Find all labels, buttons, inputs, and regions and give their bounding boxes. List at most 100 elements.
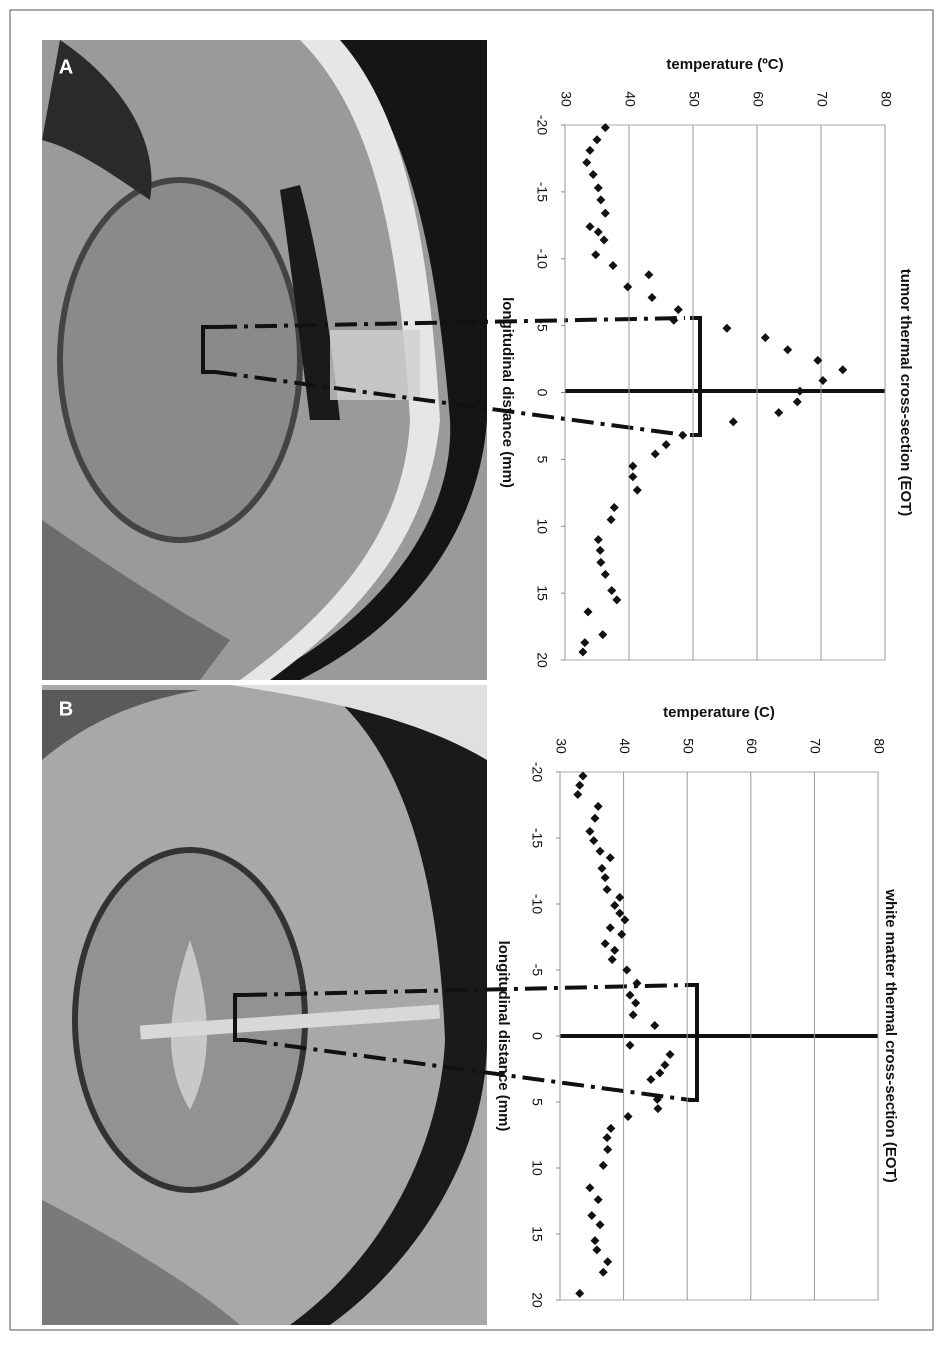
data-point <box>599 1268 608 1277</box>
data-point <box>633 486 642 495</box>
data-point <box>631 999 640 1008</box>
data-point <box>617 930 626 939</box>
temperature-tick-label: 60 <box>744 738 760 754</box>
temperature-tick-label: 40 <box>622 91 638 107</box>
data-point <box>603 1257 612 1266</box>
data-point <box>674 305 683 314</box>
data-point <box>594 183 603 192</box>
figure: 304050607080-20-15-10-505101520tumor the… <box>0 0 943 1350</box>
data-point <box>651 450 660 459</box>
temperature-tick-label: 60 <box>750 91 766 107</box>
data-point <box>596 847 605 856</box>
data-point <box>722 324 731 333</box>
data-point <box>660 1061 669 1070</box>
data-point <box>589 836 598 845</box>
data-point <box>573 790 582 799</box>
distance-tick-label: -10 <box>529 894 545 914</box>
data-point <box>601 570 610 579</box>
distance-tick-label: 10 <box>534 518 550 534</box>
data-point <box>580 638 589 647</box>
data-point <box>598 630 607 639</box>
distance-tick-label: -15 <box>534 182 550 202</box>
data-point <box>594 535 603 544</box>
data-point <box>761 333 770 342</box>
data-point <box>585 827 594 836</box>
data-point <box>783 345 792 354</box>
data-point <box>606 1124 615 1133</box>
temperature-tick-label: 50 <box>680 738 696 754</box>
temperature-tick-label: 30 <box>553 738 569 754</box>
data-point <box>597 864 606 873</box>
distance-tick-label: 5 <box>534 455 550 463</box>
data-point <box>603 1133 612 1142</box>
data-point <box>599 1161 608 1170</box>
data-point <box>607 586 616 595</box>
data-point <box>774 408 783 417</box>
data-point <box>582 158 591 167</box>
data-point <box>666 1050 675 1059</box>
data-point <box>609 261 618 270</box>
temperature-tick-label: 80 <box>871 738 887 754</box>
data-point <box>601 939 610 948</box>
distance-tick-label: -15 <box>529 828 545 848</box>
data-point <box>594 228 603 237</box>
data-point <box>575 781 584 790</box>
data-point <box>578 647 587 656</box>
distance-tick-label: -20 <box>534 115 550 135</box>
temperature-tick-label: 70 <box>808 738 824 754</box>
distance-tick-label: -5 <box>534 319 550 332</box>
data-point <box>628 472 637 481</box>
data-point <box>610 503 619 512</box>
data-point <box>610 901 619 910</box>
distance-tick-label: -5 <box>529 964 545 977</box>
data-point <box>584 607 593 616</box>
panel-label: A <box>59 56 73 78</box>
data-point <box>575 1289 584 1298</box>
data-point <box>608 955 617 964</box>
data-point <box>585 146 594 155</box>
distance-tick-label: -20 <box>529 762 545 782</box>
data-point <box>601 209 610 218</box>
data-point <box>655 1068 664 1077</box>
data-point <box>596 1220 605 1229</box>
distance-tick-label: 20 <box>529 1292 545 1308</box>
data-point <box>603 885 612 894</box>
data-point <box>650 1021 659 1030</box>
data-point <box>594 802 603 811</box>
data-point <box>578 771 587 780</box>
data-point <box>585 1183 594 1192</box>
distance-tick-label: 10 <box>529 1160 545 1176</box>
data-point <box>628 462 637 471</box>
data-point <box>625 1041 634 1050</box>
temperature-tick-label: 80 <box>878 91 894 107</box>
temperature-tick-label: 40 <box>617 738 633 754</box>
data-point <box>629 1010 638 1019</box>
data-point <box>653 1104 662 1113</box>
data-point <box>615 909 624 918</box>
data-point <box>590 814 599 823</box>
data-point <box>615 893 624 902</box>
temperature-tick-label: 50 <box>686 91 702 107</box>
mri-image-b <box>42 685 487 1325</box>
chart-title: tumor thermal cross-section (EOT) <box>897 269 914 517</box>
data-point <box>600 236 609 245</box>
data-point <box>646 1075 655 1084</box>
data-point <box>594 1195 603 1204</box>
data-point <box>607 515 616 524</box>
chart-title: white matter thermal cross-section (EOT) <box>882 888 899 1182</box>
panel-label: B <box>59 698 73 720</box>
data-point <box>662 440 671 449</box>
data-point <box>592 1245 601 1254</box>
data-point <box>838 365 847 374</box>
data-point <box>623 282 632 291</box>
data-point <box>596 195 605 204</box>
data-point <box>648 293 657 302</box>
data-point <box>644 270 653 279</box>
data-point <box>624 1112 633 1121</box>
distance-tick-label: 15 <box>529 1226 545 1242</box>
data-point <box>590 1236 599 1245</box>
data-point <box>729 417 738 426</box>
distance-axis-label: longitudinal distance (mm) <box>495 941 512 1132</box>
data-point <box>593 135 602 144</box>
data-point <box>612 595 621 604</box>
